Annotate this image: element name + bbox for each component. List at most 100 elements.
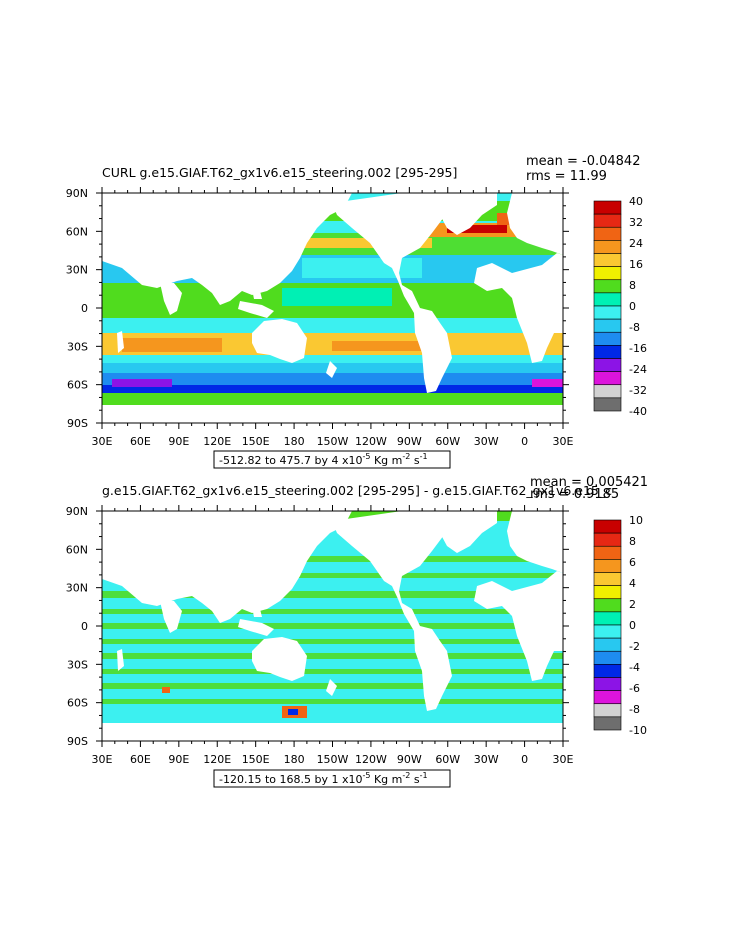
colorbar-swatch <box>593 397 622 412</box>
colorbar-swatch <box>593 384 622 399</box>
lat-tick-label: 90N <box>66 187 88 200</box>
lat-tick-label: 30S <box>67 340 88 353</box>
difference-map-field <box>102 511 563 741</box>
lon-tick-label: 0 <box>521 753 528 766</box>
lon-tick-label: 30E <box>553 753 574 766</box>
panel-top-range-label: -512.82 to 475.7 by 4 x10 <box>219 454 362 467</box>
colorbar-swatch <box>593 345 622 359</box>
colorbar-swatch <box>593 318 622 333</box>
colorbar-label: -24 <box>629 363 647 376</box>
lat-tick-label: 0 <box>81 302 88 315</box>
colorbar-label: -32 <box>629 384 647 397</box>
colorbar-swatch <box>593 305 622 320</box>
colorbar-swatch <box>593 611 622 626</box>
lon-tick-label: 120E <box>203 435 231 448</box>
lon-tick-label: 150E <box>242 435 270 448</box>
lat-tick-label: 30S <box>67 658 88 671</box>
curl-map-field <box>102 193 563 423</box>
lon-tick-label: 60E <box>130 435 151 448</box>
svg-text:-512.82 to 475.7 by 4 x10-5 Kg: -512.82 to 475.7 by 4 x10-5 Kg m-2 s-1 <box>219 452 428 467</box>
panel-bottom-title: g.e15.GIAF.T62_gx1v6.e15_steering.002 [2… <box>102 483 612 498</box>
colorbar-swatch <box>593 532 622 547</box>
lon-tick-label: 90E <box>168 435 189 448</box>
colorbar-label: 8 <box>629 279 636 292</box>
units-kg-m: Kg m <box>370 454 402 467</box>
colorbar-swatch <box>593 650 622 665</box>
colorbar-swatch <box>593 559 622 573</box>
panel-top-range-box: -512.82 to 475.7 by 4 x10-5 Kg m-2 s-1 <box>213 450 451 469</box>
panel-bottom-range-box: -120.15 to 168.5 by 1 x10-5 Kg m-2 s-1 <box>213 769 451 788</box>
panel-bottom-range-label: -120.15 to 168.5 by 1 x10 <box>219 773 362 786</box>
units-kg-m: Kg m <box>370 773 402 786</box>
colorbar-swatch <box>593 266 622 281</box>
exp-s: -1 <box>420 452 428 461</box>
lon-tick-label: 150W <box>317 435 349 448</box>
panel-top-title: CURL g.e15.GIAF.T62_gx1v6.e15_steering.0… <box>102 165 457 180</box>
lon-tick-label: 60E <box>130 753 151 766</box>
panel-top-rms: rms = 11.99 <box>526 169 607 184</box>
colorbar-label: -8 <box>629 703 640 716</box>
panel-bottom-axes: 30E 60E 90E 120E 150E 180 150W 120W 90W 60W 30W 0 30… <box>66 505 574 766</box>
lon-tick-label: 180 <box>284 753 305 766</box>
panel-top-colorbar: 40 32 24 16 8 0 -8 -16 -24 -32 -40 <box>593 195 647 418</box>
colorbar-label: 10 <box>629 514 643 527</box>
colorbar-swatch <box>593 637 622 652</box>
colorbar-label: 16 <box>629 258 643 271</box>
colorbar-swatch <box>593 331 622 346</box>
colorbar-label: -4 <box>629 661 640 674</box>
lat-tick-label: 90N <box>66 505 88 518</box>
lon-tick-label: 180 <box>284 435 305 448</box>
lon-tick-label: 120E <box>203 753 231 766</box>
colorbar-label: -40 <box>629 405 647 418</box>
colorbar-swatch <box>593 690 622 705</box>
exp-m: -2 <box>402 771 410 780</box>
panel-bottom-rms: rms = 0.9185 <box>530 487 619 502</box>
panel-top-axes: 30E 60E 90E 120E 150E 180 150W 120W 90W 60W 30W 0 30… <box>66 187 574 448</box>
lon-tick-label: 30E <box>92 435 113 448</box>
colorbar-label: -8 <box>629 321 640 334</box>
colorbar-label: 0 <box>629 300 636 313</box>
lon-tick-label: 90W <box>397 435 422 448</box>
colorbar-swatch <box>593 226 622 241</box>
lat-tick-label: 60N <box>66 543 88 556</box>
colorbar-label: -6 <box>629 682 640 695</box>
colorbar-swatch <box>593 240 622 254</box>
exp-ten: -5 <box>362 771 370 780</box>
panel-bottom: 30E 60E 90E 120E 150E 180 150W 120W 90W 60W 30W 0 30… <box>66 475 648 788</box>
panel-top-mean: mean = -0.04842 <box>526 154 640 169</box>
colorbar-swatch <box>593 585 622 600</box>
lat-tick-label: 60S <box>67 379 88 392</box>
colorbar-label: 2 <box>629 598 636 611</box>
colorbar-label: 0 <box>629 619 636 632</box>
colorbar-swatch <box>593 703 622 718</box>
exp-m: -2 <box>402 452 410 461</box>
colorbar-label: 8 <box>629 535 636 548</box>
colorbar-swatch <box>593 213 622 228</box>
lon-tick-label: 90W <box>397 753 422 766</box>
colorbar-label: -16 <box>629 342 647 355</box>
lat-tick-label: 0 <box>81 620 88 633</box>
colorbar-swatch <box>593 253 622 267</box>
colorbar-swatch <box>593 545 622 560</box>
panel-top: 30E 60E 90E 120E 150E 180 150W 120W 90W 60W 30W 0 30… <box>66 154 647 469</box>
colorbar-label: 24 <box>629 237 643 250</box>
lon-tick-label: 120W <box>355 435 387 448</box>
colorbar-label: -2 <box>629 640 640 653</box>
lat-tick-label: 90S <box>67 735 88 748</box>
lon-tick-label: 0 <box>521 435 528 448</box>
colorbar-swatch <box>593 664 622 678</box>
colorbar-swatch <box>593 200 622 215</box>
lon-tick-label: 30E <box>92 753 113 766</box>
lon-tick-label: 120W <box>355 753 387 766</box>
colorbar-swatch <box>593 279 622 294</box>
colorbar-swatch <box>593 716 622 731</box>
colorbar-swatch <box>593 572 622 586</box>
colorbar-label: 6 <box>629 556 636 569</box>
lat-tick-label: 60S <box>67 697 88 710</box>
lat-tick-label: 30N <box>66 582 88 595</box>
colorbar-swatch <box>593 519 622 534</box>
colorbar-swatch <box>593 598 622 613</box>
colorbar-swatch <box>593 624 622 639</box>
lon-tick-label: 90E <box>168 753 189 766</box>
panel-bottom-mean: mean = 0.005421 <box>530 475 648 490</box>
